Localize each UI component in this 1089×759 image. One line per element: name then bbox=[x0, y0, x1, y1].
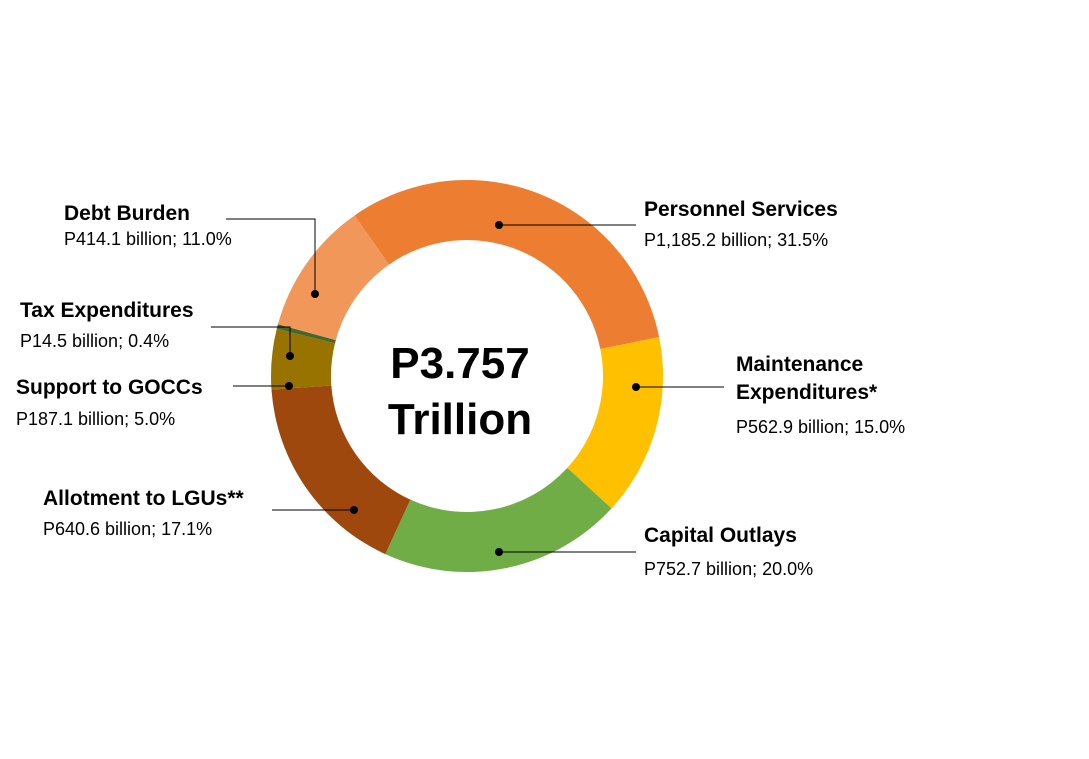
donut-slices bbox=[271, 180, 663, 572]
slice-value-debt-burden: P414.1 billion; 11.0% bbox=[64, 229, 232, 249]
leader-dot-tax-expenditures bbox=[286, 352, 294, 360]
slice-name-personnel-services: Personnel Services bbox=[644, 198, 838, 221]
slice-support-to-goccs bbox=[271, 328, 336, 390]
slice-labels: Personnel Services P1,185.2 billion; 31.5… bbox=[16, 198, 905, 579]
slice-debt-burden bbox=[277, 215, 389, 341]
center-total-amount: P3.757 bbox=[390, 339, 529, 388]
center-total: P3.757 Trillion bbox=[388, 339, 532, 444]
leader-dot-capital-outlays bbox=[495, 548, 503, 556]
slice-maintenance-expenditures bbox=[567, 337, 663, 509]
center-total-unit: Trillion bbox=[388, 395, 532, 444]
leader-dot-debt-burden bbox=[311, 290, 319, 298]
leader-dot-allotment-to-lgus bbox=[350, 506, 358, 514]
slice-value-personnel-services: P1,185.2 billion; 31.5% bbox=[644, 230, 828, 250]
slice-personnel-services bbox=[354, 180, 660, 350]
leader-dot-support-to-goccs bbox=[285, 382, 293, 390]
slice-tax-expenditures bbox=[276, 324, 336, 344]
slice-value-support-to-goccs: P187.1 billion; 5.0% bbox=[16, 409, 175, 429]
slice-name-support-to-goccs: Support to GOCCs bbox=[16, 376, 203, 399]
slice-capital-outlays bbox=[385, 467, 612, 572]
slice-value-capital-outlays: P752.7 billion; 20.0% bbox=[644, 559, 813, 579]
slice-name-tax-expenditures: Tax Expenditures bbox=[20, 299, 194, 322]
slice-name-capital-outlays: Capital Outlays bbox=[644, 524, 797, 547]
leader-line-tax-expenditures bbox=[211, 326, 291, 356]
leader-line-debt-burden bbox=[226, 218, 316, 294]
leader-dot-personnel-services bbox=[495, 221, 503, 229]
slice-name-maintenance-expenditures: Maintenance Expenditures* bbox=[736, 353, 878, 404]
slice-name-allotment-to-lgus: Allotment to LGUs** bbox=[43, 487, 244, 510]
slice-value-allotment-to-lgus: P640.6 billion; 17.1% bbox=[43, 519, 212, 539]
leader-dot-maintenance-expenditures bbox=[632, 383, 640, 391]
slice-allotment-to-lgus bbox=[271, 385, 411, 555]
slice-value-tax-expenditures: P14.5 billion; 0.4% bbox=[20, 331, 169, 351]
slice-name-debt-burden: Debt Burden bbox=[64, 202, 190, 225]
slice-value-maintenance-expenditures: P562.9 billion; 15.0% bbox=[736, 417, 905, 437]
leader-lines bbox=[211, 218, 724, 556]
